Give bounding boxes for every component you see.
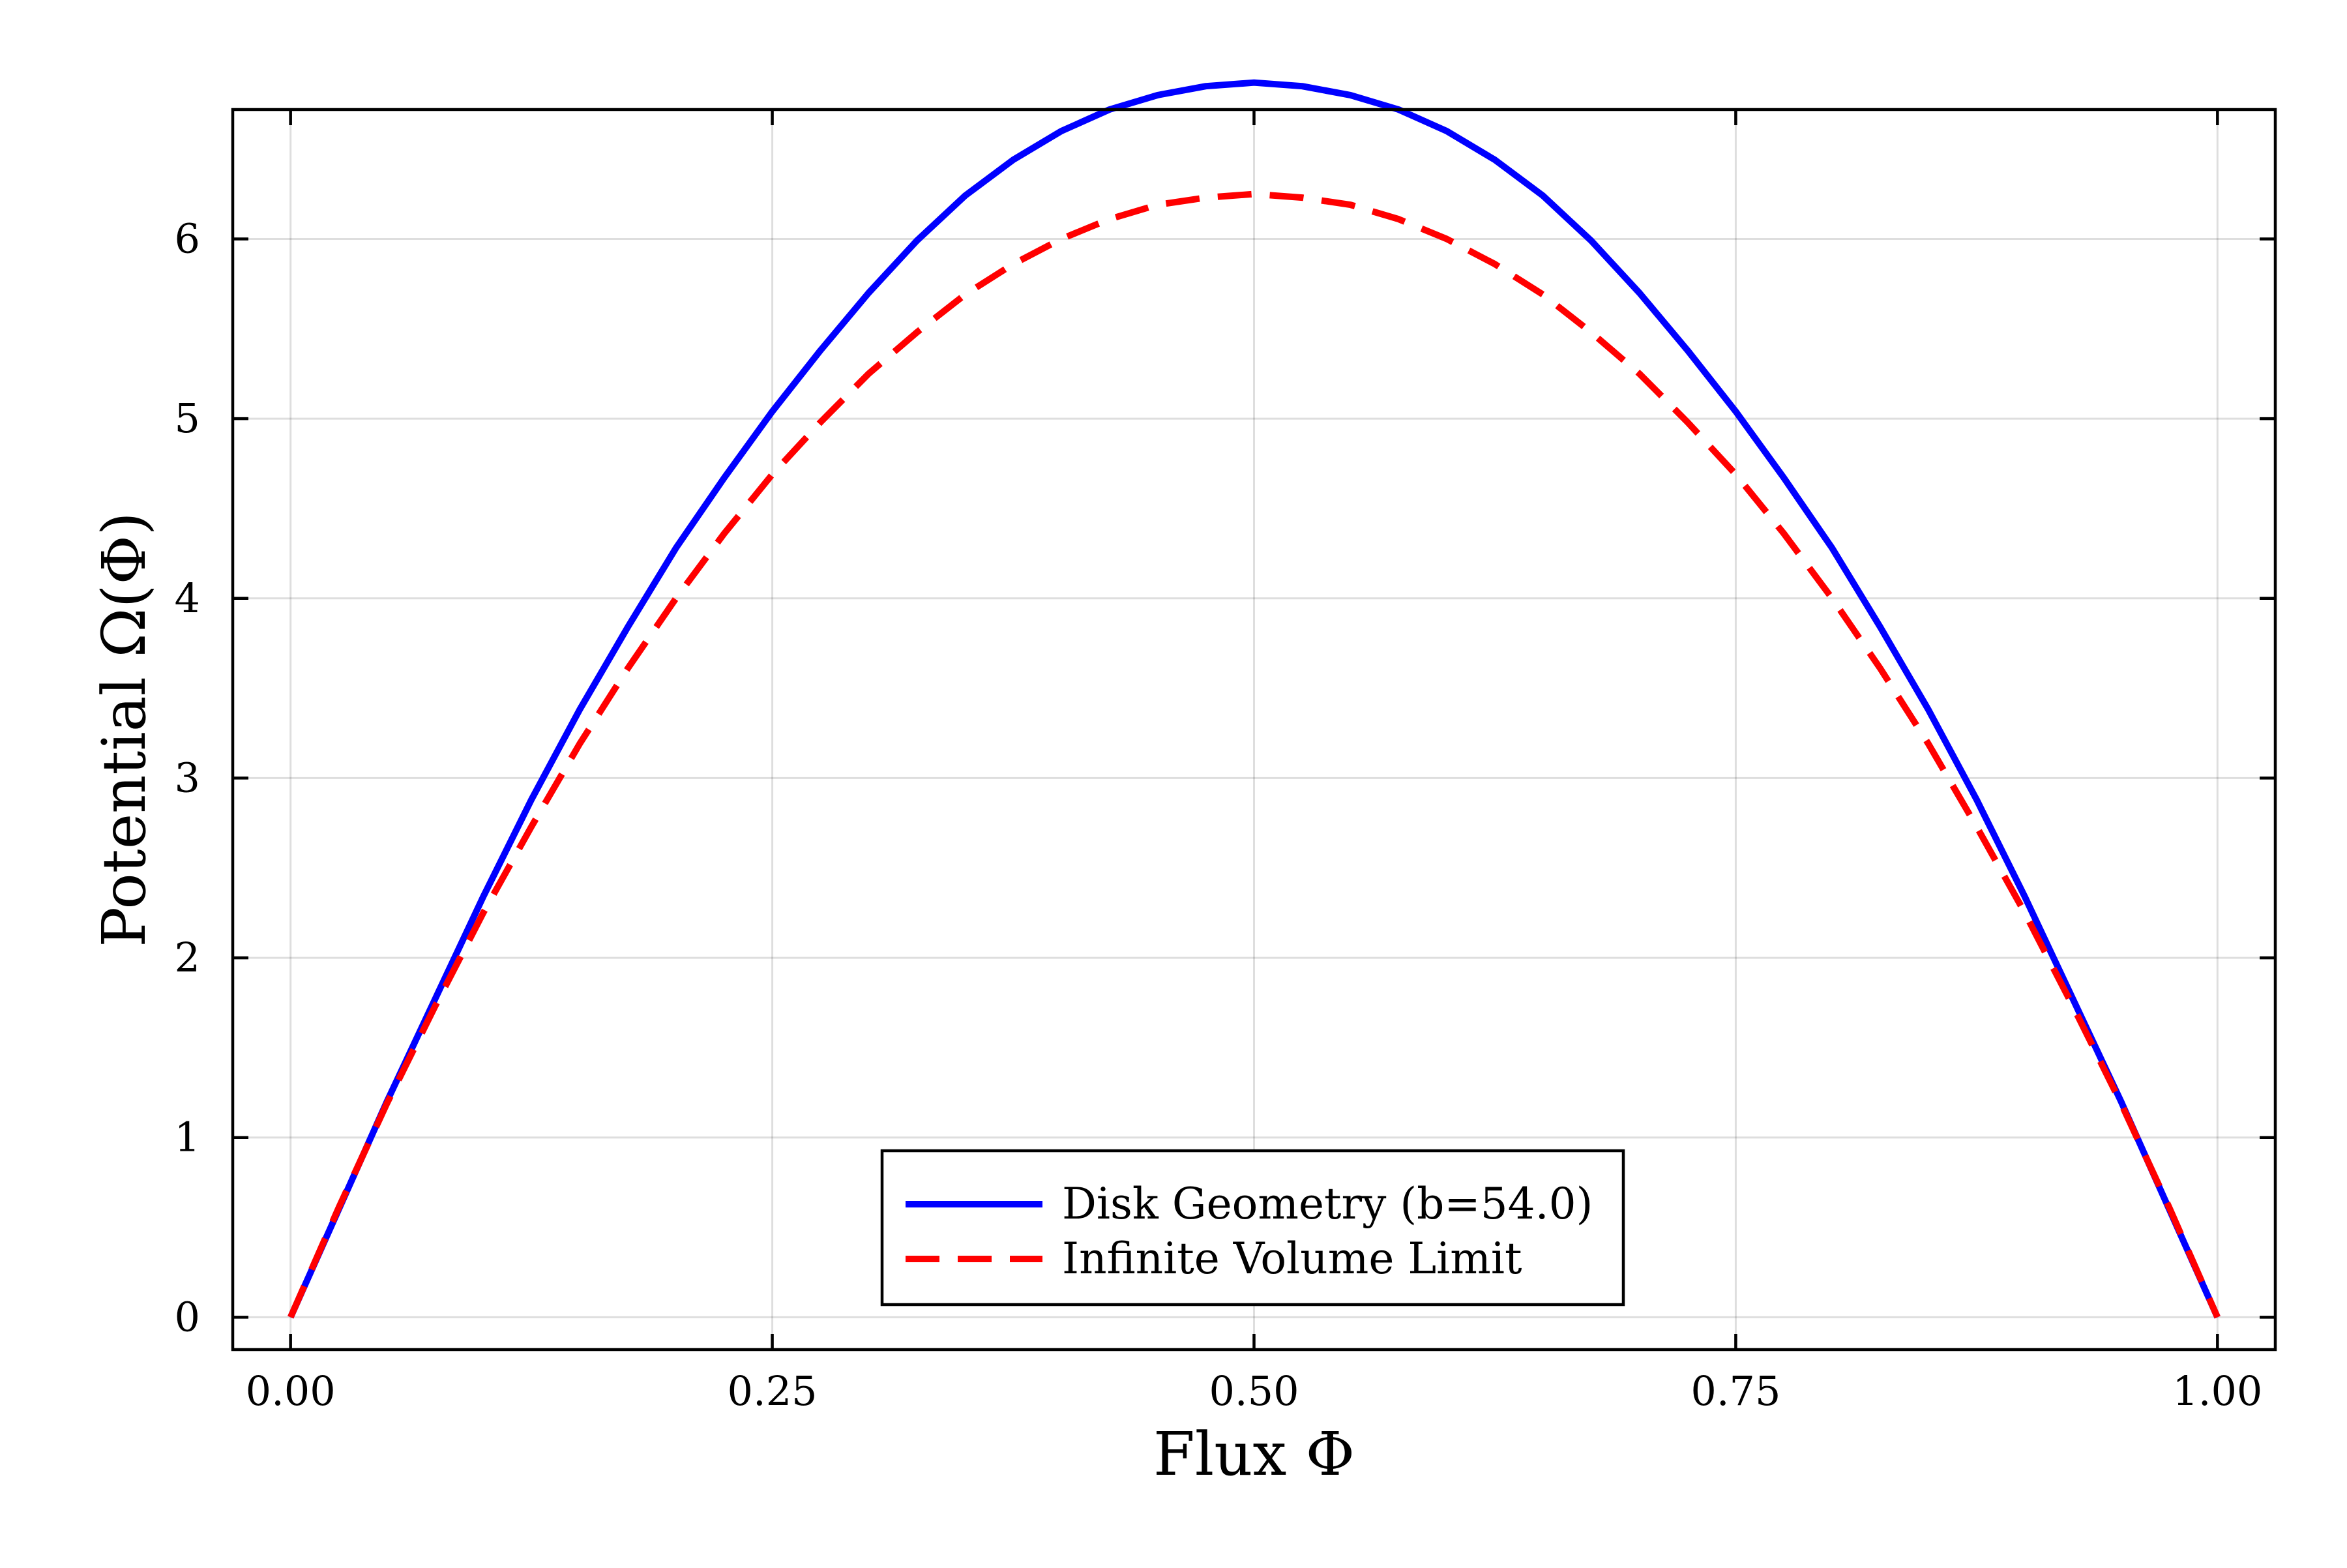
- series-line-disk-geometry: [288, 79, 2221, 1319]
- y-tick-label: 3: [175, 754, 200, 801]
- x-tick-label: 0.00: [246, 1367, 336, 1415]
- grid-lines: [233, 110, 2275, 1350]
- x-tick-label: 1.00: [2172, 1367, 2262, 1415]
- legend-label-infinite-volume: Infinite Volume Limit: [1062, 1234, 1522, 1284]
- y-tick-label: 5: [175, 394, 200, 442]
- y-tick-label: 4: [175, 574, 200, 622]
- y-tick-label: 0: [175, 1293, 200, 1340]
- legend-box: [880, 1149, 1625, 1307]
- y-tick-label: 6: [175, 214, 200, 262]
- x-tick-label: 0.25: [728, 1367, 818, 1415]
- y-tick-label: 1: [175, 1114, 200, 1161]
- x-tick-label: 0.75: [1690, 1367, 1780, 1415]
- legend-label-disk-geometry: Disk Geometry (b=54.0): [1062, 1179, 1593, 1229]
- x-axis-title: Flux Φ: [1153, 1419, 1355, 1489]
- axis-ticks: 0.00 0.25 0.50 0.75 1.00 0 1 2 3 4 5 6: [175, 110, 2275, 1415]
- series-lines: [288, 79, 2221, 1319]
- y-axis-title: Potential Ω(Φ): [89, 512, 159, 947]
- series-line-infinite-volume: [288, 190, 2221, 1319]
- legend: Disk Geometry (b=54.0) Infinite Volume L…: [880, 1149, 1625, 1307]
- x-tick-label: 0.50: [1209, 1367, 1299, 1415]
- y-tick-label: 2: [175, 934, 200, 981]
